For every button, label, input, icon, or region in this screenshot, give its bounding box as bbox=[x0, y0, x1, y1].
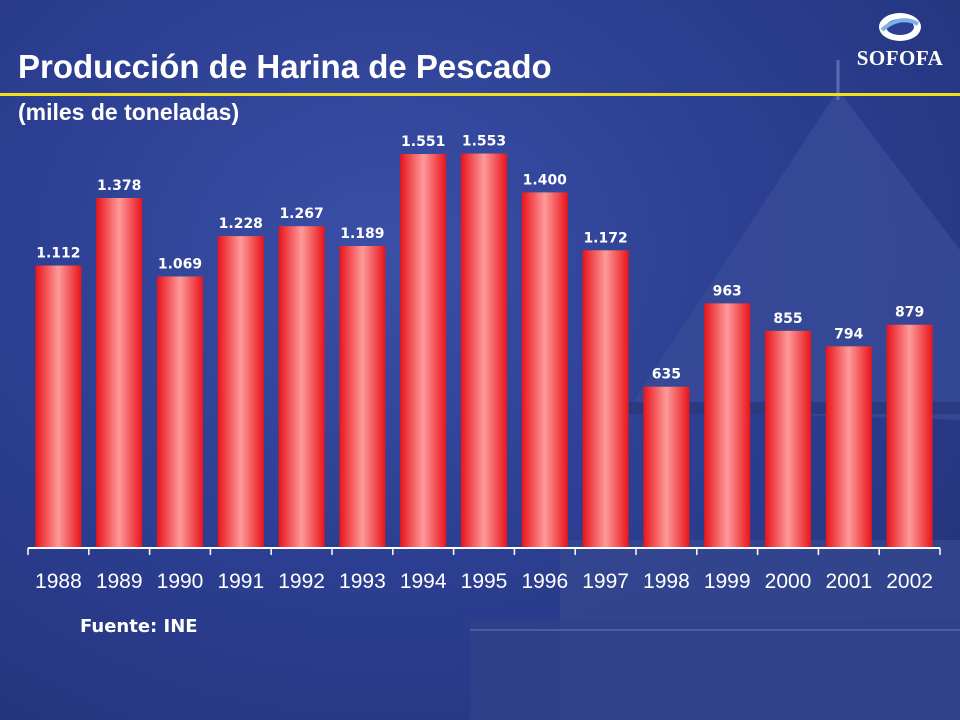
bar-value-label: 635 bbox=[652, 367, 681, 383]
sofofa-logo-icon bbox=[879, 13, 921, 41]
bar-value-label: 1.553 bbox=[462, 134, 506, 150]
bar-value-label: 1.069 bbox=[158, 256, 202, 272]
x-tick-label: 1995 bbox=[461, 570, 508, 593]
bar bbox=[825, 346, 872, 548]
bar bbox=[521, 192, 568, 548]
bar bbox=[157, 276, 203, 548]
bar-value-label: 1.228 bbox=[219, 216, 263, 232]
bar bbox=[96, 197, 143, 548]
x-tick-label: 1989 bbox=[96, 570, 143, 593]
bar-value-label: 1.551 bbox=[401, 134, 445, 150]
bar bbox=[704, 303, 751, 548]
bar bbox=[400, 154, 447, 548]
bar-value-label: 1.112 bbox=[36, 246, 80, 262]
x-tick-label: 2001 bbox=[825, 570, 872, 593]
x-tick-label: 1996 bbox=[521, 570, 568, 593]
bar bbox=[278, 226, 325, 548]
x-tick-label: 2000 bbox=[765, 570, 812, 593]
bar bbox=[765, 330, 811, 548]
slide-title: Producción de Harina de Pescado bbox=[18, 48, 552, 85]
slide-subtitle: (miles de toneladas) bbox=[18, 99, 240, 125]
logo-text: SOFOFA bbox=[856, 46, 944, 70]
bar bbox=[217, 236, 264, 548]
bar-value-label: 1.378 bbox=[97, 178, 141, 194]
bar-value-label: 794 bbox=[834, 326, 863, 342]
sofofa-logo: SOFOFA bbox=[848, 8, 952, 80]
x-tick-label: 1988 bbox=[35, 570, 82, 593]
bar-value-label: 963 bbox=[713, 283, 742, 299]
bar-value-label: 1.189 bbox=[340, 226, 384, 242]
x-tick-label: 2002 bbox=[886, 570, 933, 593]
bar-value-label: 1.400 bbox=[523, 172, 568, 188]
bar-value-label: 1.172 bbox=[583, 230, 627, 246]
bar-value-label: 855 bbox=[773, 311, 802, 327]
bar bbox=[339, 245, 386, 548]
x-tick-label: 1999 bbox=[704, 570, 751, 593]
x-tick-label: 1992 bbox=[278, 570, 325, 593]
x-tick-label: 1993 bbox=[339, 570, 386, 593]
bar-value-label: 879 bbox=[895, 305, 924, 321]
bar bbox=[643, 386, 690, 548]
bar bbox=[35, 265, 82, 548]
bar bbox=[461, 153, 507, 548]
bar bbox=[886, 324, 933, 548]
x-tick-label: 1998 bbox=[643, 570, 690, 593]
title-underline bbox=[0, 93, 960, 96]
bar-value-label: 1.267 bbox=[279, 206, 323, 222]
x-tick-label: 1991 bbox=[217, 570, 264, 593]
x-tick-label: 1990 bbox=[157, 570, 204, 593]
bar bbox=[582, 250, 629, 548]
x-tick-label: 1994 bbox=[400, 570, 447, 593]
x-tick-label: 1997 bbox=[582, 570, 629, 593]
source-note: Fuente: INE bbox=[80, 616, 198, 637]
